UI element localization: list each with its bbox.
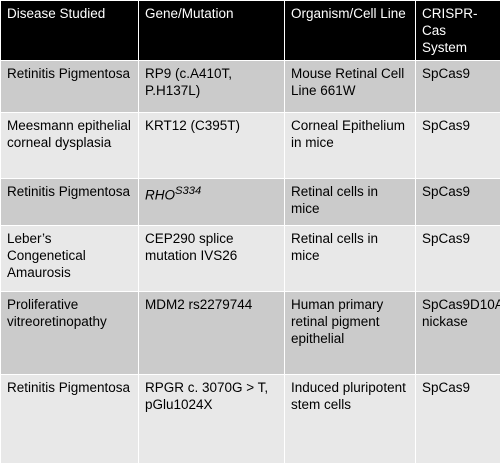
table-row: Proliferative vitreoretinopathy MDM2 rs2… [1,292,500,375]
cell-system: SpCas9 [416,226,500,292]
cell-gene: RHOS334 [139,179,285,226]
table-row: Retinitis Pigmentosa RHOS334 Retinal cel… [1,179,500,226]
cell-gene: CEP290 splice mutation IVS26 [139,226,285,292]
cell-system: SpCas9 [416,113,500,179]
cell-system: SpCas9 [416,61,500,113]
cell-disease: Leber’s Congenetical Amaurosis [1,226,139,292]
cell-gene: KRT12 (C395T) [139,113,285,179]
gene-symbol: RHO [145,188,175,203]
cell-system: SpCas9 [416,179,500,226]
header-system: CRISPR-Cas System [416,1,500,61]
header-disease: Disease Studied [1,1,139,61]
cell-gene: RP9 (c.A410T, P.H137L) [139,61,285,113]
header-gene: Gene/Mutation [139,1,285,61]
table-row: Meesmann epithelial corneal dysplasia KR… [1,113,500,179]
header-row: Disease Studied Gene/Mutation Organism/C… [1,1,500,61]
table-row: Leber’s Congenetical Amaurosis CEP290 sp… [1,226,500,292]
cell-organism: Human primary retinal pigment epithelial [285,292,416,375]
table-row: Retinitis Pigmentosa RPGR c. 3070G > T, … [1,375,500,464]
cell-gene: MDM2 rs2279744 [139,292,285,375]
cell-organism: Mouse Retinal Cell Line 661W [285,61,416,113]
cell-gene: RPGR c. 3070G > T, pGlu1024X [139,375,285,464]
table-row: Retinitis Pigmentosa RP9 (c.A410T, P.H13… [1,61,500,113]
cell-organism: Retinal cells in mice [285,179,416,226]
gene-superscript: S334 [175,185,201,197]
cell-disease: Retinitis Pigmentosa [1,179,139,226]
cell-organism: Induced pluripotent stem cells [285,375,416,464]
header-organism: Organism/Cell Line [285,1,416,61]
cell-system: SpCas9 [416,375,500,464]
cell-disease: Proliferative vitreoretinopathy [1,292,139,375]
cell-system: SpCas9D10A nickase [416,292,500,375]
cell-organism: Corneal Epithelium in mice [285,113,416,179]
cell-disease: Meesmann epithelial corneal dysplasia [1,113,139,179]
cell-disease: Retinitis Pigmentosa [1,375,139,464]
cell-organism: Retinal cells in mice [285,226,416,292]
cell-disease: Retinitis Pigmentosa [1,61,139,113]
